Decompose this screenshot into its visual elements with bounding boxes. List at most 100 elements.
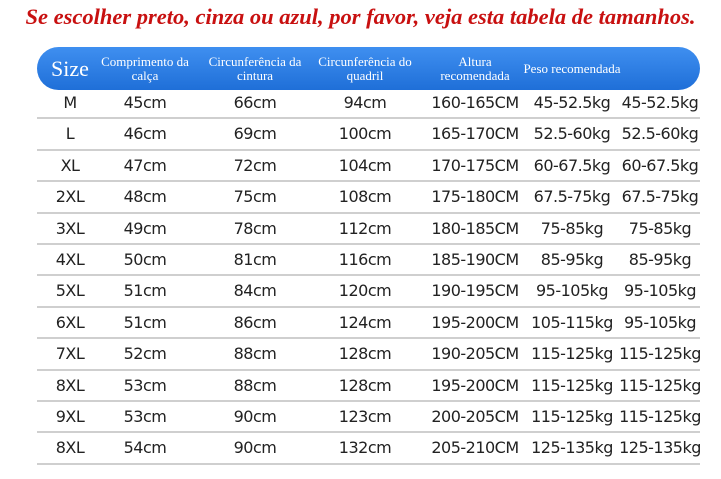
table-cell: 52.5-60kg — [621, 124, 699, 144]
table-cell: 45-52.5kg — [621, 93, 699, 112]
table-cell: 108cm — [338, 187, 392, 207]
table-cell: 116cm — [338, 249, 392, 269]
table-cell: 4XL — [55, 249, 85, 269]
table-cell: 53cm — [123, 406, 167, 426]
table-cell: 69cm — [233, 124, 277, 144]
table-cell: 115-125kg — [619, 406, 701, 426]
table-row: 6XL 51cm 86cm 124cm 195-200CM 105-115kg 95-105… — [37, 308, 700, 340]
table-cell: 94cm — [343, 93, 387, 112]
table-cell: 3XL — [55, 218, 85, 238]
header-cell — [615, 47, 705, 90]
table-cell: 104cm — [338, 155, 392, 175]
table-row: XL 47cm 72cm 104cm 170-175CM 60-67.5kg 60-67.5… — [37, 151, 700, 183]
table-cell: 67.5-75kg — [533, 187, 611, 207]
table-cell: 88cm — [233, 375, 277, 395]
table-row: 5XL 51cm 84cm 120cm 190-195CM 95-105kg 95-105k… — [37, 276, 700, 308]
table-cell: 50cm — [123, 249, 167, 269]
table-cell: 84cm — [233, 281, 277, 301]
table-cell: 8XL — [55, 438, 85, 458]
table-cell: 165-170CM — [431, 124, 519, 144]
table-cell: 115-125kg — [531, 344, 613, 364]
table-cell: 53cm — [123, 375, 167, 395]
table-cell: 185-190CM — [431, 249, 519, 269]
header-cell: Comprimento da calça — [101, 53, 189, 83]
table-header: Size Comprimento da calça Circunferência d… — [37, 47, 700, 90]
table-cell: 88cm — [233, 344, 277, 364]
table-cell: 112cm — [338, 218, 392, 238]
table-cell: 123cm — [338, 406, 392, 426]
table-cell: 52cm — [123, 344, 167, 364]
table-cell: 190-195CM — [431, 281, 519, 301]
table-cell: 48cm — [123, 187, 167, 207]
table-cell: 45cm — [123, 93, 167, 112]
table-cell: 95-105kg — [623, 312, 697, 332]
table-cell: 85-95kg — [540, 249, 604, 269]
table-cell: 132cm — [338, 438, 392, 458]
table-cell: 6XL — [55, 312, 85, 332]
table-row: 8XL 53cm 88cm 128cm 195-200CM 115-125kg 115-12… — [37, 371, 701, 402]
table-cell: 54cm — [123, 438, 167, 458]
table-cell: 85-95kg — [628, 249, 692, 269]
table-cell: 67.5-75kg — [621, 187, 699, 207]
table-cell: 195-200CM — [431, 375, 519, 395]
header-cell: Altura recomendada — [440, 53, 510, 83]
table-cell: 72cm — [233, 155, 277, 175]
table-cell: 175-180CM — [431, 187, 519, 207]
table-cell: 125-135kg — [531, 438, 613, 458]
table-row: 4XL 50cm 81cm 116cm 185-190CM 85-95kg 85-95kg — [37, 245, 700, 277]
table-cell: 81cm — [233, 249, 277, 269]
table-cell: 52.5-60kg — [533, 124, 611, 144]
header-cell: Size — [51, 55, 89, 81]
table-cell: 78cm — [233, 218, 277, 238]
table-cell: L — [65, 124, 75, 144]
table-cell: 75cm — [233, 187, 277, 207]
table-cell: 128cm — [338, 344, 392, 364]
table-cell: 51cm — [123, 312, 167, 332]
table-cell: 115-125kg — [531, 406, 613, 426]
table-cell: 205-210CM — [431, 438, 519, 458]
table-cell: 128cm — [338, 375, 392, 395]
table-row: 3XL 49cm 78cm 112cm 180-185CM 75-85kg 75-85kg — [37, 214, 700, 245]
table-cell: 190-205CM — [431, 344, 519, 364]
header-cell: Circunferência da cintura — [208, 53, 302, 83]
table-cell: 8XL — [55, 375, 85, 395]
page-title: Se escolher preto, cinza ou azul, por fa… — [25, 4, 696, 29]
table-cell: 95-105kg — [535, 281, 609, 301]
table-cell: 195-200CM — [431, 312, 519, 332]
table-cell: M — [63, 93, 77, 112]
table-cell: 45-52.5kg — [533, 93, 611, 112]
table-cell: 5XL — [55, 281, 85, 301]
table-cell: 75-85kg — [628, 218, 692, 238]
table-cell: 90cm — [233, 406, 277, 426]
table-row: M 45cm 66cm 94cm 160-165CM 45-52.5kg 45-52.5kg — [37, 88, 700, 120]
table-cell: 120cm — [338, 281, 392, 301]
table-cell: 115-125kg — [531, 375, 613, 395]
table-cell: 200-205CM — [431, 406, 519, 426]
table-cell: 125-135kg — [619, 438, 701, 458]
table-cell: 60-67.5kg — [533, 155, 611, 175]
table-cell: 51cm — [123, 281, 167, 301]
table-row: 2XL 48cm 75cm 108cm 175-180CM 67.5-75kg 67.5-7… — [37, 182, 700, 214]
table-cell: 100cm — [338, 124, 392, 144]
table-cell: 160-165CM — [431, 93, 519, 112]
table-cell: 115-125kg — [619, 344, 701, 364]
table-cell: 2XL — [55, 187, 85, 207]
table-cell: 7XL — [55, 344, 85, 364]
size-table: M 45cm 66cm 94cm 160-165CM 45-52.5kg 45-52.5kg… — [37, 88, 701, 465]
table-cell: XL — [60, 155, 80, 175]
table-cell: 60-67.5kg — [621, 155, 699, 175]
table-cell: 90cm — [233, 438, 277, 458]
table-row: 7XL 52cm 88cm 128cm 190-205CM 115-125kg 115-12… — [37, 339, 701, 371]
table-cell: 95-105kg — [623, 281, 697, 301]
table-row: L 46cm 69cm 100cm 165-170CM 52.5-60kg 52.5-60k… — [37, 119, 700, 151]
header-cell: Peso recomendada — [523, 60, 621, 76]
table-cell: 9XL — [55, 406, 85, 426]
table-cell: 75-85kg — [540, 218, 604, 238]
table-cell: 124cm — [338, 312, 392, 332]
table-row: 8XL 54cm 90cm 132cm 205-210CM 125-135kg 125-13… — [37, 433, 701, 465]
table-cell: 170-175CM — [431, 155, 519, 175]
table-cell: 46cm — [123, 124, 167, 144]
table-cell: 47cm — [123, 155, 167, 175]
table-cell: 105-115kg — [531, 312, 613, 332]
table-cell: 66cm — [233, 93, 277, 112]
